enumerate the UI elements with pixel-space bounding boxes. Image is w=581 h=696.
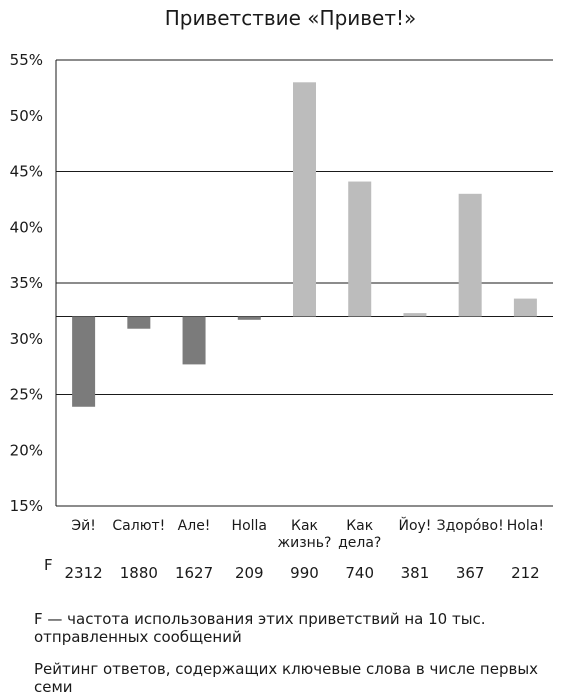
- category-label: Эй!: [71, 518, 96, 534]
- y-tick-label: 35%: [10, 274, 43, 292]
- category-label: Здоро́во!: [437, 518, 504, 534]
- footnote-rating: Рейтинг ответов, содержащих ключевые сло…: [34, 660, 539, 696]
- frequency-value: 1880: [120, 564, 158, 582]
- frequency-value: 740: [345, 564, 374, 582]
- y-tick-label: 50%: [10, 107, 43, 125]
- footnote-frequency: F — частота использования этих приветств…: [34, 610, 486, 646]
- category-label: Але!: [178, 518, 211, 534]
- category-label: Hola!: [507, 518, 544, 534]
- category-label: жизнь?: [278, 535, 332, 551]
- frequency-value: 212: [511, 564, 540, 582]
- category-label: Йоу!: [398, 516, 431, 534]
- bar: [513, 298, 537, 317]
- category-label: Салют!: [112, 518, 165, 534]
- frequency-prefix: F: [44, 556, 53, 574]
- y-tick-label: 25%: [10, 386, 43, 404]
- bar: [72, 316, 96, 407]
- frequency-value: 990: [290, 564, 319, 582]
- bar: [237, 316, 261, 320]
- y-tick-label: 15%: [10, 497, 43, 515]
- bars-layer: [72, 82, 537, 407]
- bar: [182, 316, 206, 365]
- bar: [348, 181, 372, 317]
- y-tick-label: 30%: [10, 330, 43, 348]
- y-tick-label: 55%: [10, 51, 43, 69]
- bar: [403, 313, 427, 317]
- labels-layer: 15% 20% 25% 30% 35% 40% 45% 50% 55% Эй! 2312 Салют!…: [10, 51, 544, 582]
- category-label: Как: [291, 518, 318, 534]
- chart-title: Приветствие «Привет!»: [164, 6, 417, 30]
- frequency-value: 367: [456, 564, 485, 582]
- category-label: дела?: [338, 535, 381, 551]
- y-tick-label: 40%: [10, 218, 43, 236]
- y-tick-label: 45%: [10, 163, 43, 181]
- frequency-value: 381: [401, 564, 430, 582]
- category-label: Как: [346, 518, 373, 534]
- y-tick-label: 20%: [10, 441, 43, 459]
- bar: [127, 316, 151, 329]
- frequency-value: 209: [235, 564, 264, 582]
- category-label: Holla: [232, 518, 267, 534]
- bar: [458, 193, 482, 317]
- frequency-value: 2312: [65, 564, 103, 582]
- bar: [293, 82, 316, 317]
- bar-chart: 15% 20% 25% 30% 35% 40% 45% 50% 55% Эй! 2312 Салют!…: [10, 51, 553, 582]
- frequency-value: 1627: [175, 564, 213, 582]
